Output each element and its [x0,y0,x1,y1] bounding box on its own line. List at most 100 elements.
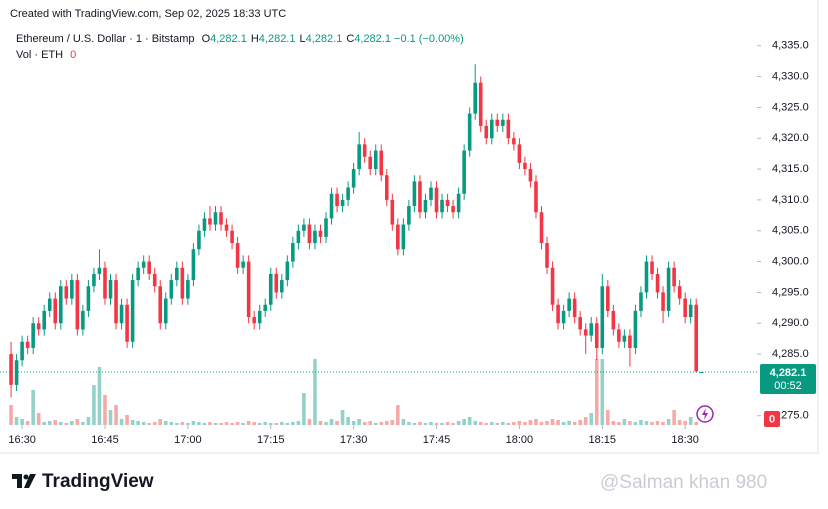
volume-bar [617,422,621,425]
volume-bar [489,422,494,425]
volume-bar [114,405,118,425]
candle-body [434,187,439,213]
volume-value: 0 [70,49,77,61]
candle-body [622,335,627,342]
candle-body [694,304,699,372]
candle-body [119,304,124,324]
volume-bar [517,421,522,425]
x-tick-label: 17:00 [174,434,202,446]
change: −0.1 (−0.00%) [394,33,464,45]
x-tick-label: 18:00 [506,434,534,446]
candle-body [186,280,190,299]
volume-bar [324,422,328,425]
ohlc-label: L [299,33,306,45]
volume-bar [583,417,588,425]
volume-bar [92,385,96,425]
candle-body [545,243,549,268]
candle-body [20,341,24,361]
candle-body [362,144,367,157]
volume-bar [202,423,207,425]
volume-last-label: 0 [769,413,775,425]
candle-body [235,243,240,268]
volume-bar [650,422,654,425]
candle-body [390,199,395,225]
volume-bar [141,422,146,425]
volume-bar [512,422,516,425]
y-tick-label: 4,325.0 [772,101,809,113]
volume-bar [224,422,229,425]
volume-bar [545,421,549,425]
volume-bar [611,421,616,425]
candle-body [440,199,444,213]
x-tick-label: 16:45 [91,434,119,446]
x-tick-label: 17:30 [340,434,368,446]
volume-bar [58,422,63,425]
x-tick-label: 18:30 [671,434,699,446]
countdown: 00:52 [774,380,802,392]
volume-bar [578,420,582,425]
volume-bar [528,420,533,425]
candle-body [523,162,527,170]
candle-body [478,82,483,126]
volume-bar [70,421,74,425]
ohlc-label: O [201,33,211,45]
volume-bar [31,390,35,425]
volume-bar [534,419,538,425]
volume-bar [280,422,284,425]
candle-body [274,273,279,293]
candle-body [396,224,400,250]
volume-bar [197,422,201,425]
volume-bar [666,419,671,425]
candle-body [75,280,80,330]
candle-body [661,292,665,311]
candle-body [14,360,19,385]
candle-body [407,206,411,225]
y-tick-label: 4,305.0 [772,225,809,237]
volume-bar [25,421,30,425]
volume-bar [594,359,599,425]
candle-body [53,298,58,324]
volume-bar [36,413,41,425]
candle-body [639,292,643,311]
volume-bar [589,413,594,425]
candle-body [650,261,654,274]
candle-body [92,273,96,287]
candle-body [346,187,350,200]
candle-body [456,193,461,213]
candle-body [672,267,676,287]
last-price-label: 4,282.1 [770,367,807,379]
volume-bar [191,421,196,425]
candle-body [25,341,30,348]
ohlc-value: 4,282.1 [354,33,391,45]
candle-body [158,286,163,324]
x-tick-label: 17:15 [257,434,285,446]
volume-bar [628,421,632,425]
candle-body [617,329,621,342]
volume-bar [64,423,69,425]
candle-body [152,273,157,287]
volume-bar [362,422,367,425]
volume-bar [340,410,345,425]
volume-bar [622,419,627,425]
candle-body [230,230,234,244]
candle-body [219,212,223,225]
volume-bar [42,422,47,425]
ohlc-legend: O4,282.1 H4,282.1 L4,282.1 C4,282.1 [198,33,391,45]
volume-bar [219,423,223,425]
candle-body [47,298,52,311]
candle-body [70,280,74,299]
candle-body [501,119,505,126]
volume-legend: Vol · ETH 0 [16,49,76,61]
volume-bar [296,421,301,425]
candle-body [246,261,251,318]
volume-bar [556,420,560,425]
volume-bar [53,420,58,425]
candle-body [606,286,610,311]
symbol-title: Ethereum / U.S. Dollar · 1 · Bitstamp [16,33,195,45]
candle-body [313,230,317,244]
candle-body [556,304,560,324]
alert-bolt [702,408,708,420]
ohlc-value: 4,282.1 [210,33,247,45]
volume-bar [379,422,384,425]
candle-body [423,199,428,213]
